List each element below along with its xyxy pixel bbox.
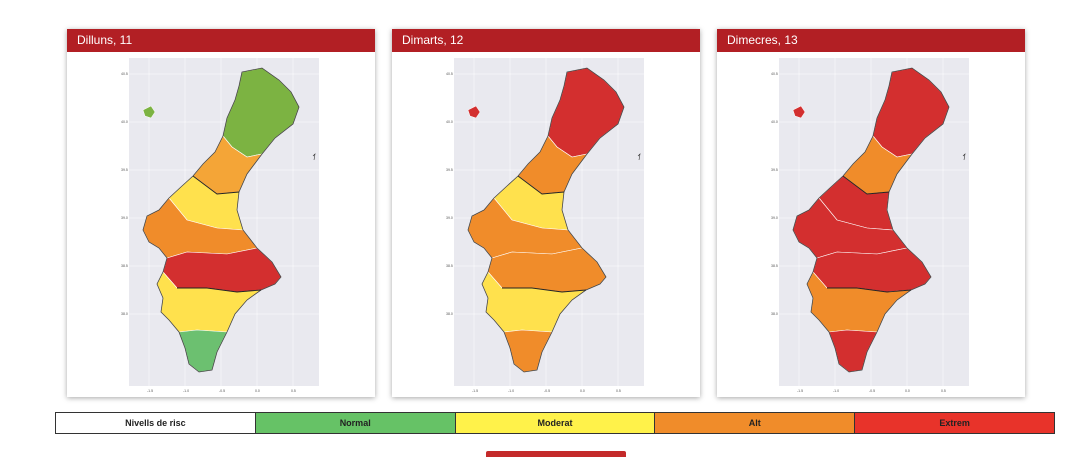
province-border bbox=[517, 175, 565, 195]
province-border bbox=[842, 175, 890, 195]
lat-tick-label: 39.5 bbox=[446, 168, 453, 172]
region-outline bbox=[467, 67, 625, 373]
risk-zone bbox=[487, 247, 607, 293]
panel-title: Dimecres, 13 bbox=[717, 29, 1025, 52]
enclave-zone bbox=[792, 105, 806, 119]
lat-tick-label: 38.5 bbox=[446, 264, 453, 268]
lon-tick-label: -1.5 bbox=[147, 389, 153, 393]
lon-tick-label: 0.5 bbox=[616, 389, 621, 393]
legend-item-normal: Normal bbox=[255, 413, 456, 433]
lon-tick-label: -1.5 bbox=[797, 389, 803, 393]
lat-tick-label: 39.0 bbox=[771, 216, 778, 220]
lon-tick-label: -1.0 bbox=[833, 389, 839, 393]
lat-tick-label: 40.5 bbox=[121, 72, 128, 76]
lon-tick-label: 0.5 bbox=[941, 389, 946, 393]
region-outline bbox=[792, 67, 950, 373]
risk-map-monday: 40.5 40.0 39.5 39.0 38.5 38.0 -1.5 -1.0 -0.5 0.0 0… bbox=[121, 58, 319, 393]
lat-tick-label: 40.5 bbox=[446, 72, 453, 76]
lon-tick-label: -0.5 bbox=[544, 389, 550, 393]
risk-zone bbox=[812, 247, 932, 293]
lat-tick-label: 38.0 bbox=[446, 312, 453, 316]
forecast-panel-wednesday: Dimecres, 13 40.5 40.0 39.5 39.0 38.5 38.0 -1.… bbox=[717, 29, 1025, 397]
region-outline bbox=[142, 67, 300, 373]
lon-tick-label: -1.5 bbox=[472, 389, 478, 393]
enclave-zone bbox=[142, 105, 156, 119]
lon-tick-label: 0.0 bbox=[905, 389, 910, 393]
north-arrow-icon bbox=[312, 153, 316, 161]
legend-item-alt: Alt bbox=[655, 413, 856, 433]
lat-tick-label: 40.5 bbox=[771, 72, 778, 76]
north-arrow-icon bbox=[637, 153, 641, 161]
province-border bbox=[192, 175, 240, 195]
panel-title: Dilluns, 11 bbox=[67, 29, 375, 52]
lat-tick-label: 39.5 bbox=[121, 168, 128, 172]
panel-title: Dimarts, 12 bbox=[392, 29, 700, 52]
lon-tick-label: 0.0 bbox=[255, 389, 260, 393]
risk-map-wednesday: 40.5 40.0 39.5 39.0 38.5 38.0 -1.5 -1.0 -0.5 0.0 0… bbox=[771, 58, 969, 393]
legend-title: Nivells de risc bbox=[56, 413, 256, 433]
lat-tick-label: 38.0 bbox=[771, 312, 778, 316]
lat-tick-label: 39.0 bbox=[446, 216, 453, 220]
forecast-panel-monday: Dilluns, 11 40.5 40.0 39.5 39.0 38.5 38.0 -1.5… bbox=[67, 29, 375, 397]
risk-legend: Nivells de risc Normal Moderat Alt Extre… bbox=[55, 412, 1055, 434]
lat-tick-label: 39.0 bbox=[121, 216, 128, 220]
lat-tick-label: 40.0 bbox=[121, 120, 128, 124]
lat-tick-label: 38.5 bbox=[771, 264, 778, 268]
forecast-panel-tuesday: Dimarts, 12 40.5 40.0 39.5 39.0 38.5 38.0 -1.5… bbox=[392, 29, 700, 397]
lat-tick-label: 39.5 bbox=[771, 168, 778, 172]
province-border bbox=[502, 287, 587, 293]
lon-tick-label: -1.0 bbox=[508, 389, 514, 393]
lat-tick-label: 40.0 bbox=[446, 120, 453, 124]
legend-item-extrem: Extrem bbox=[855, 413, 1054, 433]
lat-tick-label: 40.0 bbox=[771, 120, 778, 124]
north-arrow-icon bbox=[962, 153, 966, 161]
lat-tick-label: 38.5 bbox=[121, 264, 128, 268]
lon-tick-label: -0.5 bbox=[219, 389, 225, 393]
risk-zone bbox=[162, 247, 282, 293]
lat-tick-label: 38.0 bbox=[121, 312, 128, 316]
lon-tick-label: -0.5 bbox=[869, 389, 875, 393]
province-border bbox=[177, 287, 262, 293]
more-info-button[interactable] bbox=[486, 451, 626, 457]
enclave-zone bbox=[467, 105, 481, 119]
legend-item-moderat: Moderat bbox=[455, 413, 656, 433]
lon-tick-label: -1.0 bbox=[183, 389, 189, 393]
lon-tick-label: 0.0 bbox=[580, 389, 585, 393]
lon-tick-label: 0.5 bbox=[291, 389, 296, 393]
province-border bbox=[827, 287, 912, 293]
risk-map-tuesday: 40.5 40.0 39.5 39.0 38.5 38.0 -1.5 -1.0 -0.5 0.0 0… bbox=[446, 58, 644, 393]
